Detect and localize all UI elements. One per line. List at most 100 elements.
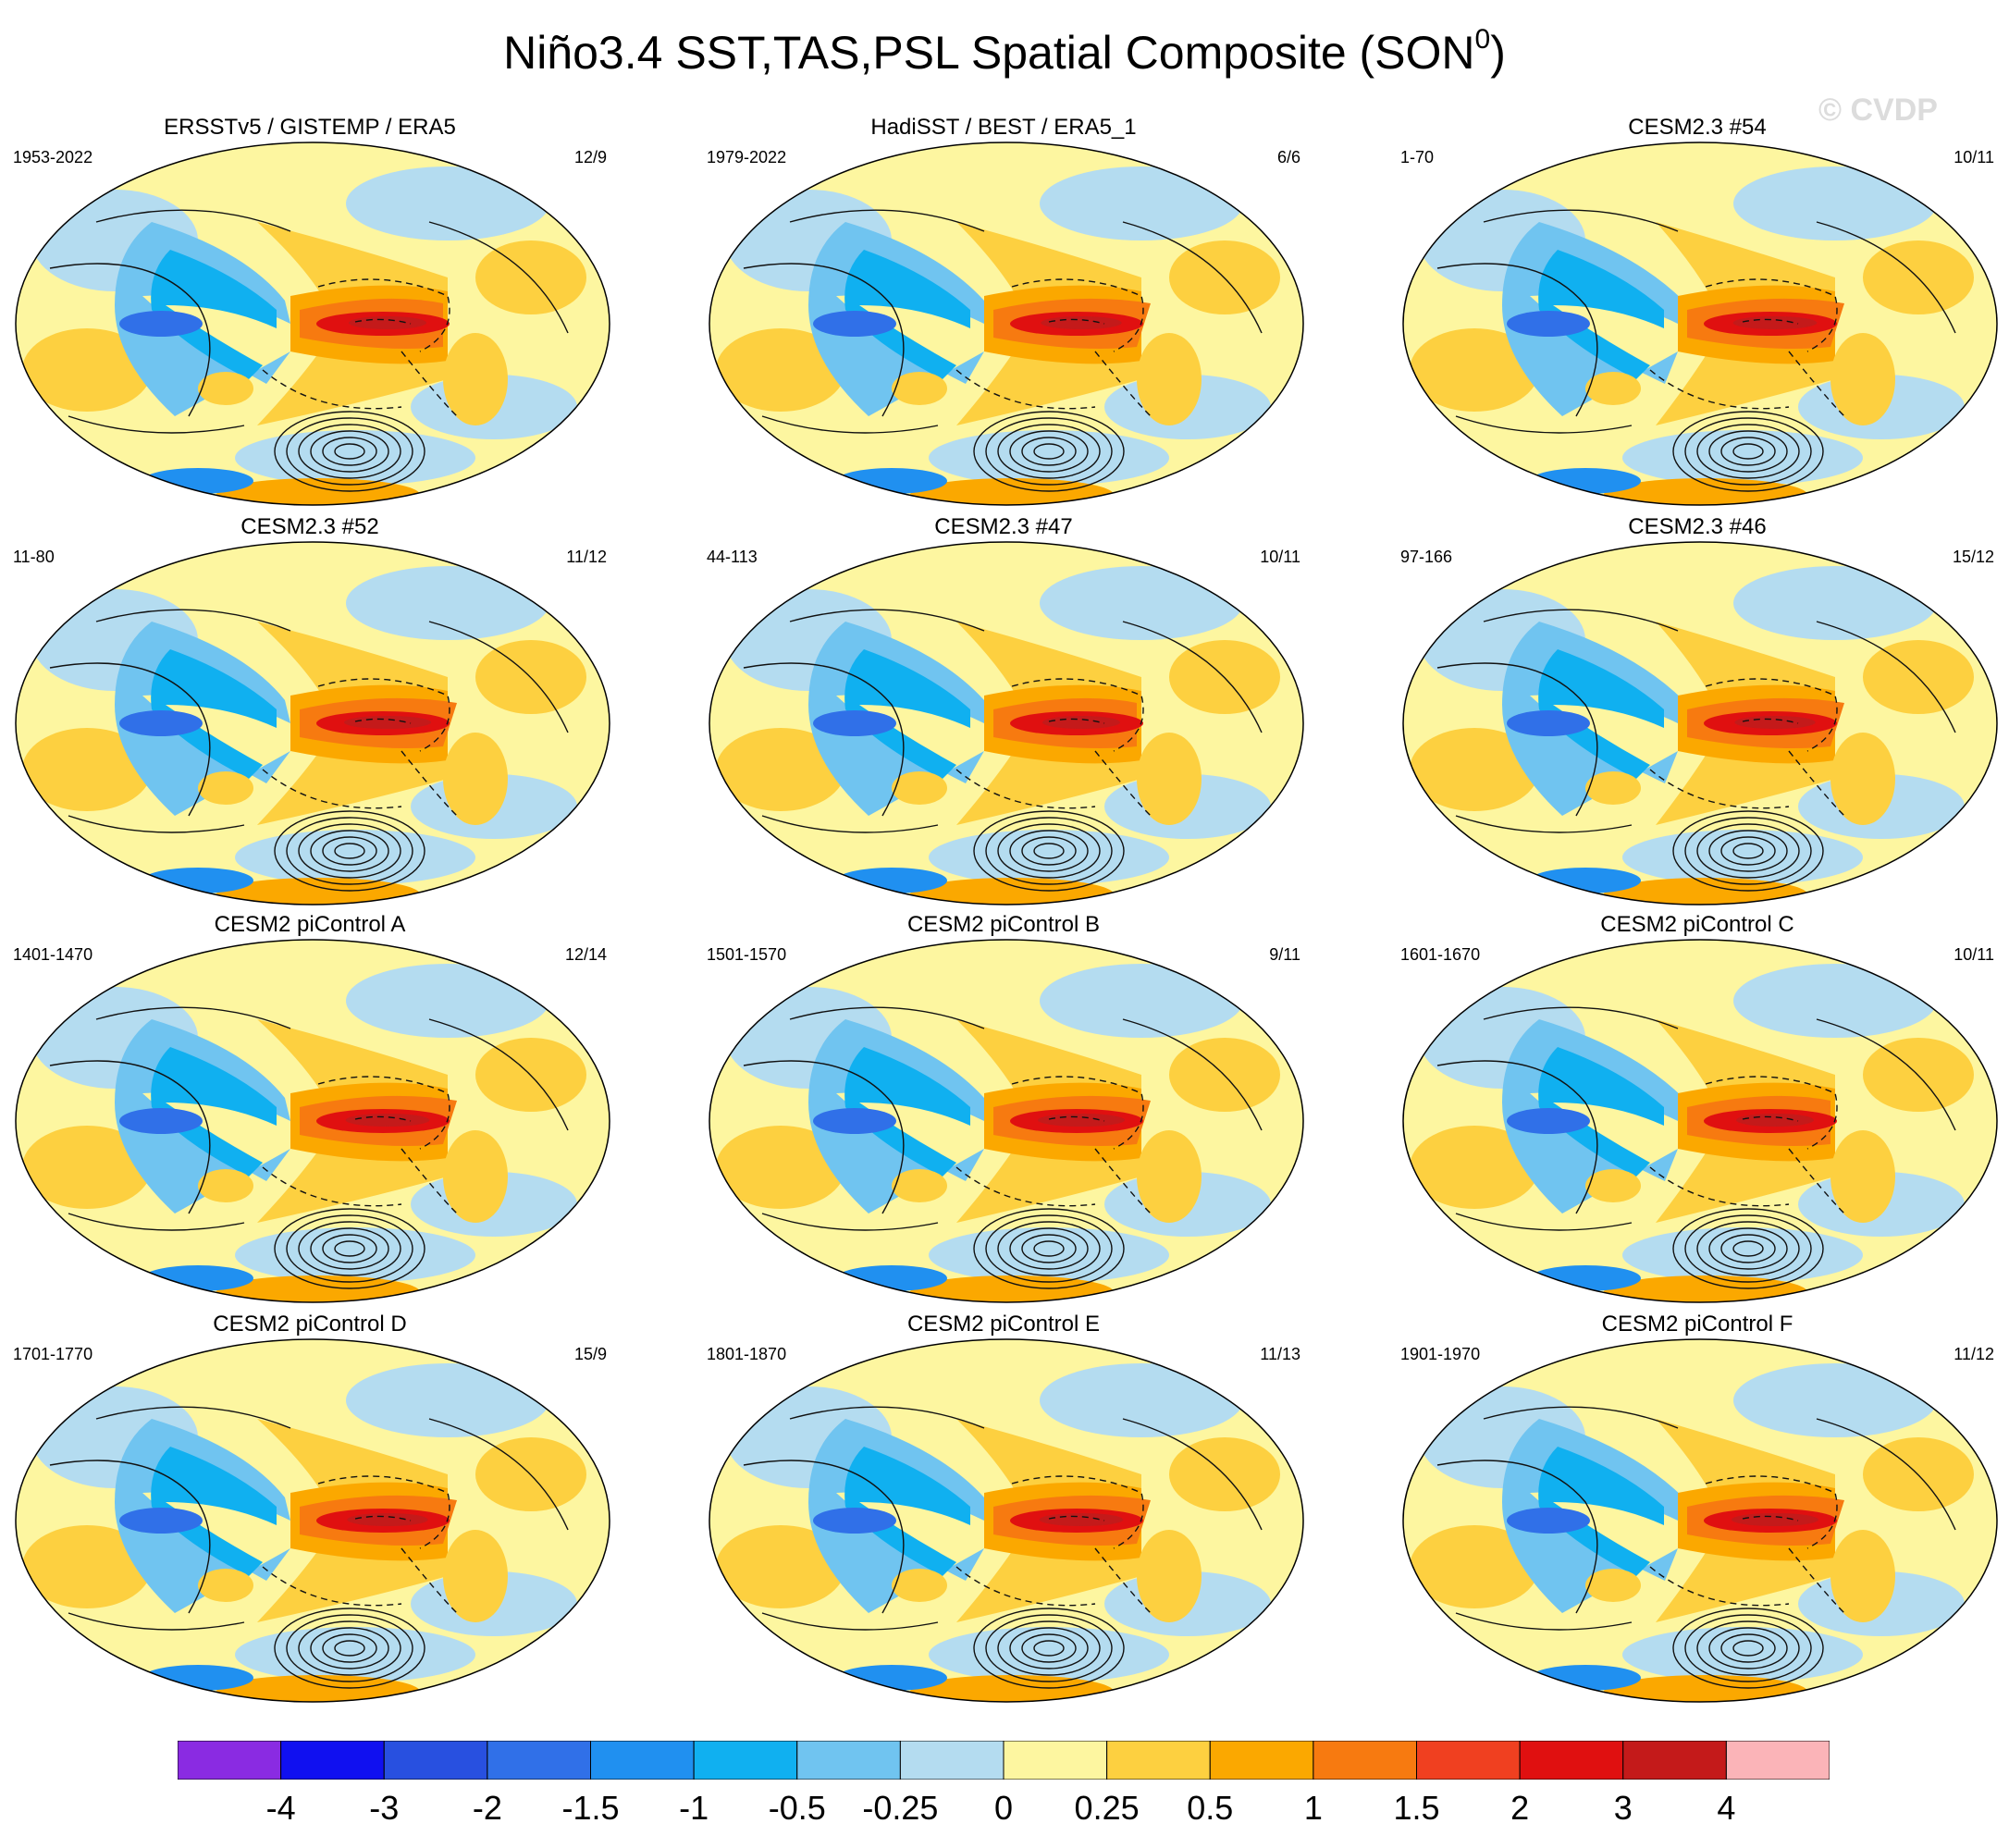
psl-negative-contour xyxy=(1788,1547,1845,1614)
psl-contour-line xyxy=(789,209,985,232)
panel-title: CESM2.3 #46 xyxy=(1628,514,1767,539)
map-panel: HadiSST / BEST / ERA5_1 1979-2022 6/6 xyxy=(694,115,1341,522)
psl-negative-contour xyxy=(1094,1148,1152,1214)
panel-period: 1501-1570 xyxy=(707,945,787,964)
australia-warm-patch xyxy=(198,1569,253,1602)
psl-contours xyxy=(49,609,569,892)
psl-positive-contour xyxy=(1684,1214,1812,1283)
psl-positive-contour xyxy=(1009,1627,1089,1669)
colorbar-tick-label: -4 xyxy=(265,1789,296,1827)
psl-contours xyxy=(1436,1406,1956,1689)
panel-event-count: 9/11 xyxy=(1269,945,1300,964)
australia-warm-patch xyxy=(892,372,947,405)
psl-negative-contour xyxy=(1742,318,1799,325)
map-border xyxy=(15,142,610,506)
psl-negative-contour xyxy=(354,1115,412,1122)
antarctic-cool-spot xyxy=(1530,468,1641,494)
map-panel: CESM2.3 #54 1-70 10/11 xyxy=(1387,115,2009,522)
antarctic-cool-spot xyxy=(1530,1265,1641,1291)
psl-negative-contour xyxy=(262,769,402,809)
psl-negative-contour xyxy=(262,1566,402,1607)
map-plot xyxy=(709,939,1304,1303)
maritime-continent-cool-spot xyxy=(119,311,203,337)
indian-ocean-warm-region xyxy=(22,328,152,412)
psl-negative-contour xyxy=(1649,769,1790,809)
psl-contour-line xyxy=(1483,1406,1679,1429)
australia-warm-patch xyxy=(892,1169,947,1202)
psl-negative-contour xyxy=(1048,1115,1105,1122)
australia-warm-patch xyxy=(198,771,253,805)
psl-contours xyxy=(1436,209,1956,492)
antarctic-cool-spot xyxy=(1530,868,1641,893)
enso-tongue-peak xyxy=(1731,1513,1819,1526)
panel-period: 1601-1670 xyxy=(1400,945,1481,964)
maritime-continent-cool-spot xyxy=(1507,710,1590,736)
panel-title: CESM2.3 #52 xyxy=(240,514,379,539)
psl-positive-contour xyxy=(985,1214,1113,1283)
map-panel: CESM2.3 #52 11-80 11/12 xyxy=(0,514,647,921)
map-plot xyxy=(709,142,1304,506)
panel-title: HadiSST / BEST / ERA5_1 xyxy=(870,115,1137,140)
south-america-warm-patch xyxy=(1830,733,1895,825)
psl-negative-contour xyxy=(1094,750,1152,817)
australia-warm-patch xyxy=(1585,372,1641,405)
australia-warm-patch xyxy=(198,1169,253,1202)
psl-contour-line xyxy=(49,1460,211,1614)
south-america-warm-patch xyxy=(1830,333,1895,425)
indian-ocean-warm-region xyxy=(716,728,845,811)
psl-positive-contour xyxy=(1033,1640,1065,1657)
psl-positive-contour xyxy=(973,810,1125,892)
psl-negative-contour xyxy=(1094,1547,1152,1614)
antarctic-cool-spot xyxy=(1530,1665,1641,1691)
psl-negative-contour xyxy=(1048,1515,1105,1522)
psl-positive-contour xyxy=(1696,823,1800,879)
psl-contours xyxy=(49,1406,569,1689)
west-pacific-cool-core xyxy=(1538,250,1664,379)
map-panel: ERSSTv5 / GISTEMP / ERA5 1953-2022 12/9 xyxy=(0,115,647,522)
psl-contours xyxy=(743,1406,1263,1689)
psl-positive-contour xyxy=(1720,836,1776,866)
maritime-continent-cool-spot xyxy=(813,710,896,736)
southern-ocean-cool-band xyxy=(929,430,1169,486)
south-america-warm-patch xyxy=(1137,1530,1202,1622)
map-border xyxy=(1402,939,1998,1303)
maritime-continent-cool-spot xyxy=(1507,311,1590,337)
psl-positive-contour xyxy=(1720,437,1776,466)
panel-period: 44-113 xyxy=(707,548,758,566)
enso-tongue-peak xyxy=(343,716,432,729)
colorbar-swatch xyxy=(1209,1741,1314,1780)
antarctic-cool-spot xyxy=(836,868,947,893)
psl-contour-line xyxy=(49,662,211,817)
figure-title-superscript: 0 xyxy=(1474,24,1491,55)
south-america-warm-patch xyxy=(1137,1130,1202,1223)
indian-ocean-warm-region xyxy=(1410,1126,1539,1209)
map-plot xyxy=(15,1338,610,1703)
colorbar-swatch xyxy=(1416,1741,1521,1780)
psl-positive-contour xyxy=(1720,1234,1776,1263)
psl-contour-line xyxy=(428,221,569,334)
psl-negative-contour xyxy=(1011,278,1144,352)
indian-ocean-warm-region xyxy=(1410,328,1539,412)
psl-positive-contour xyxy=(1732,443,1764,460)
psl-positive-contour xyxy=(274,1608,425,1689)
psl-contours xyxy=(743,1006,1263,1289)
colorbar-tick-label: 1.5 xyxy=(1393,1789,1440,1827)
map-border xyxy=(1402,142,1998,506)
panel-period: 1953-2022 xyxy=(13,148,93,166)
psl-negative-contour xyxy=(354,718,412,724)
psl-positive-contour xyxy=(1720,1633,1776,1663)
southern-ocean-cool-band xyxy=(929,830,1169,885)
maritime-continent-cool-spot xyxy=(1507,1508,1590,1534)
psl-positive-contour xyxy=(1708,830,1788,872)
psl-negative-contour xyxy=(1705,1475,1838,1549)
maritime-continent-cool-spot xyxy=(119,710,203,736)
psl-contour-line xyxy=(1455,1612,1633,1631)
antarctic-cool-spot xyxy=(836,1265,947,1291)
colorbar-tick-label: -2 xyxy=(472,1789,502,1827)
psl-positive-contour xyxy=(274,411,425,492)
panel-period: 1701-1770 xyxy=(13,1345,93,1363)
colorbar-swatch xyxy=(1622,1741,1727,1780)
psl-positive-contour xyxy=(334,1240,365,1257)
panel-event-count: 10/11 xyxy=(1260,548,1300,566)
north-america-weak-cool-region xyxy=(346,1363,549,1437)
